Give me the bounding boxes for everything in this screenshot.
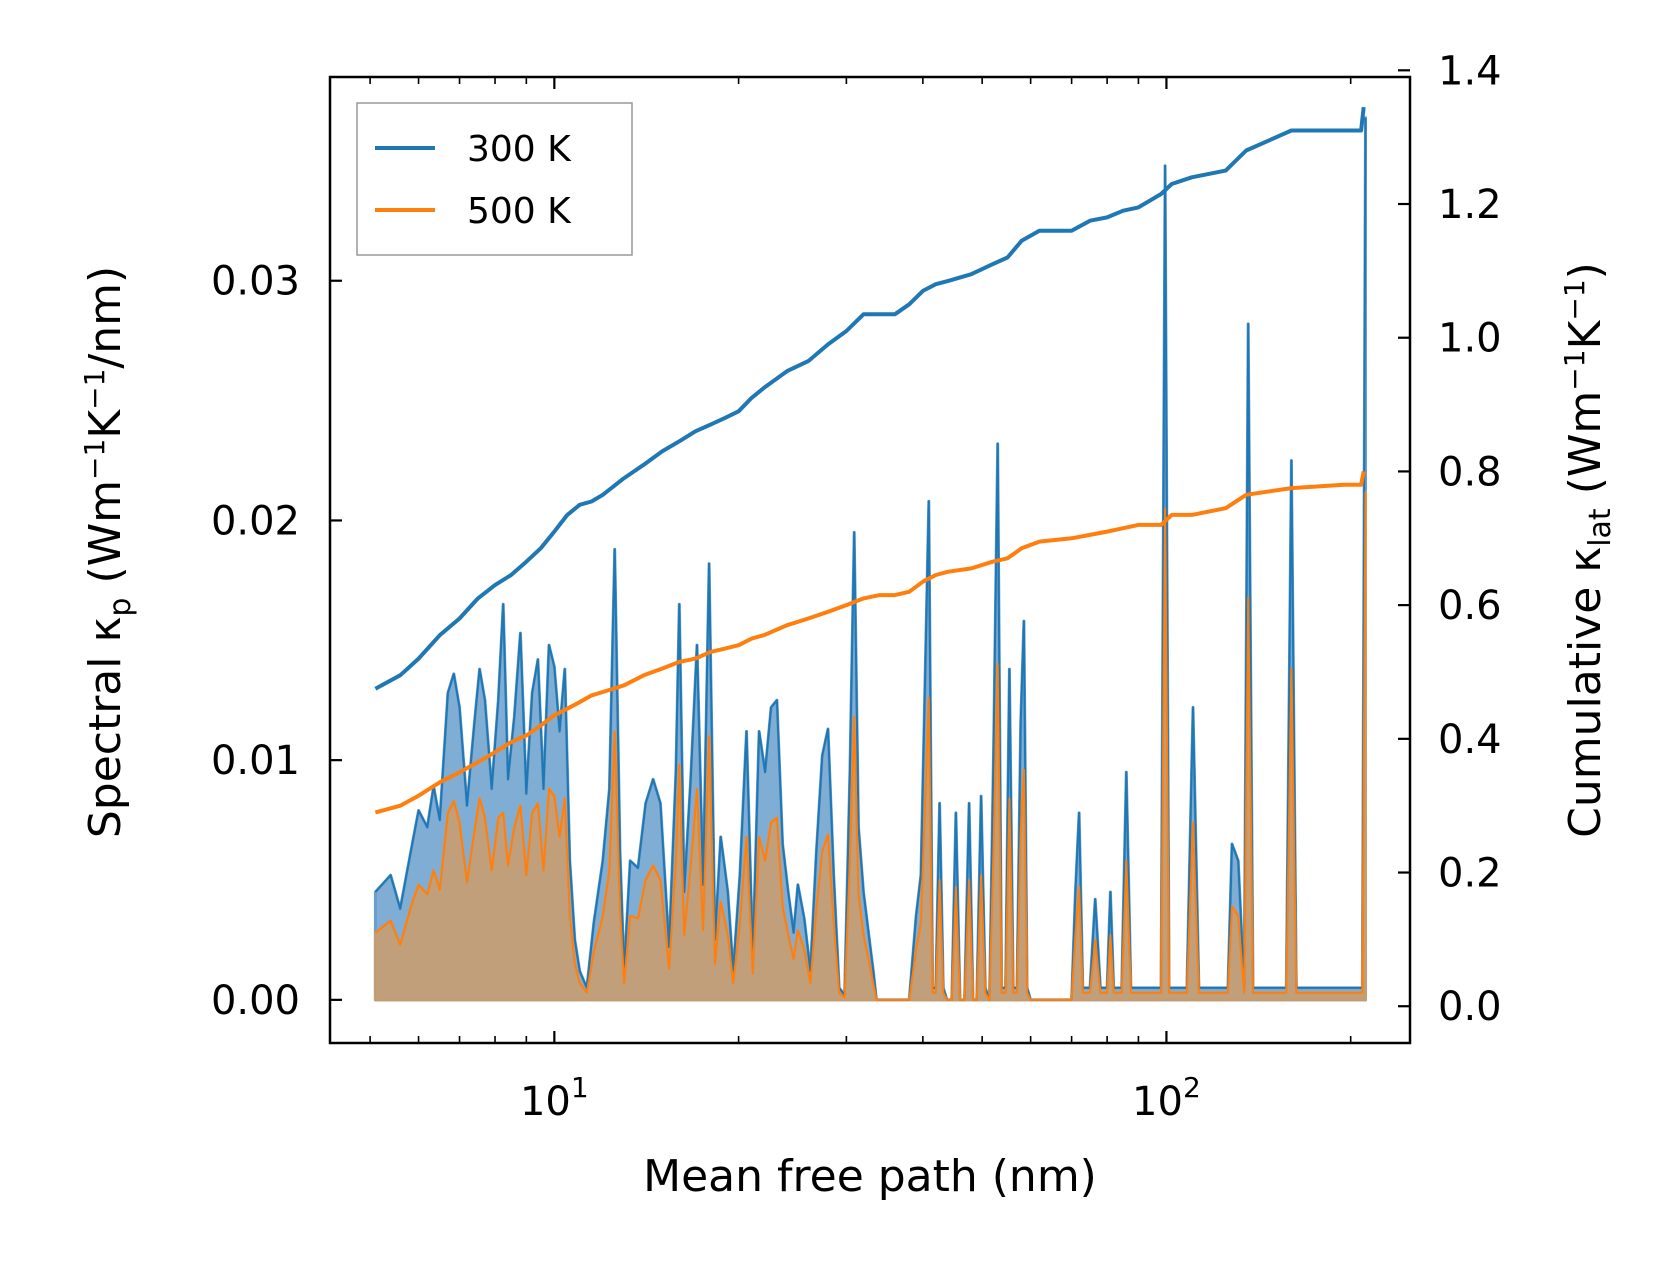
y-left-tick-label: 0.01 <box>211 738 300 784</box>
legend-label: 500 K <box>467 191 572 232</box>
legend-label: 300 K <box>467 129 572 170</box>
x-axis-title: Mean free path (nm) <box>643 1151 1097 1202</box>
spectral-line-300k <box>374 117 1367 1001</box>
y-left-tick-label: 0.02 <box>211 498 300 544</box>
legend: 300 K 500 K <box>356 102 633 256</box>
y-right-tick-label: 0.0 <box>1438 984 1502 1030</box>
cumulative-line-500k <box>374 471 1366 815</box>
legend-box <box>356 102 633 256</box>
y-right-tick-label: 0.8 <box>1438 449 1502 495</box>
x-tick-label: 102 <box>1132 1071 1201 1125</box>
cumulative-lines <box>374 106 1366 815</box>
y-right-tick-label: 0.4 <box>1438 717 1502 763</box>
spectral-line-500k <box>374 491 1367 1001</box>
y-left-tick-label: 0.03 <box>211 259 300 305</box>
y-left-axis-title: Spectral κp (Wm−1K−1/nm) <box>78 266 138 838</box>
x-tick-label: 101 <box>520 1071 589 1125</box>
y-right-tick-label: 1.2 <box>1438 182 1502 228</box>
tick-labels: 101 102 0.00 0.01 0.02 0.03 0.0 0.2 0.4 0.6 0.8 1.0… <box>211 48 1502 1125</box>
y-right-tick-label: 1.4 <box>1438 48 1502 94</box>
y-right-tick-label: 1.0 <box>1438 316 1502 362</box>
y-left-tick-label: 0.00 <box>211 978 300 1024</box>
cumulative-line-300k <box>374 106 1366 691</box>
spectral-lines <box>374 117 1367 1001</box>
y-right-tick-label: 0.6 <box>1438 583 1502 629</box>
y-right-tick-label: 0.2 <box>1438 851 1502 897</box>
y-right-axis-title: Cumulative κlat (Wm−1K−1) <box>1558 262 1618 838</box>
plot-frame <box>328 75 1412 1045</box>
